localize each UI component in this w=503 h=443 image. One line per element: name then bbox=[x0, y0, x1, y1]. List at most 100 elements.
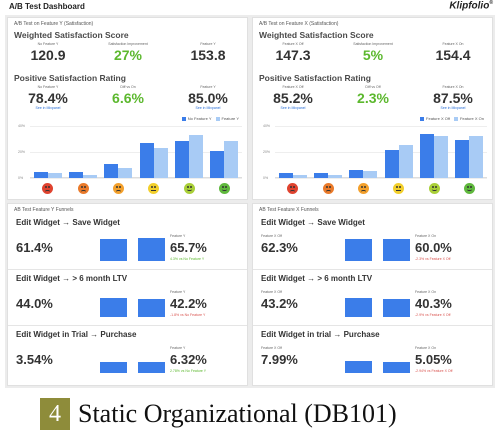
metric-caption: Satisfaction Improvement bbox=[108, 42, 148, 46]
face-mouth bbox=[360, 189, 366, 193]
positive-metric: No Feature Y 78.4% See in Mixpanel bbox=[12, 85, 84, 111]
neutral-face-icon bbox=[148, 183, 160, 194]
legend-swatch bbox=[215, 116, 220, 121]
caption-text: Static Organizational (DB101) bbox=[78, 399, 397, 428]
chart-baseline bbox=[30, 177, 242, 178]
right-caption: Feature Y bbox=[170, 290, 186, 294]
legend-label: Feature X On bbox=[459, 116, 484, 121]
face-mouth bbox=[290, 189, 296, 193]
right-caption: Feature X On bbox=[415, 234, 437, 238]
metric-caption: Feature X On bbox=[442, 85, 464, 89]
bar-no-feature-y-very-unsatisfied bbox=[33, 172, 48, 178]
legend-swatch bbox=[453, 116, 458, 121]
brand-name: Klipfolio bbox=[449, 0, 490, 12]
funnel-section: Edit Widget → Save Widget 61.4% Feature Y 6… bbox=[8, 214, 247, 270]
mixpanel-link[interactable]: See in Mixpanel bbox=[195, 106, 221, 110]
section-divider bbox=[253, 325, 492, 326]
funnel-panel: AB Test Feature X Funnels Edit Widget → S… bbox=[252, 203, 493, 386]
right-rate-bar bbox=[138, 361, 165, 373]
funnel-section: Edit Widget → Save Widget Feature X Off 62… bbox=[253, 214, 492, 270]
legend-label: Feature X Off bbox=[426, 116, 450, 121]
face-eye bbox=[154, 186, 157, 188]
rate-change-note: 4.3% vs No Feature Y bbox=[170, 257, 205, 261]
metric-value: 5% bbox=[362, 47, 384, 63]
very-unsatisfied-face-icon bbox=[287, 183, 299, 194]
face-eye bbox=[466, 186, 469, 188]
satisfied-face-icon bbox=[183, 183, 195, 194]
right-rate-value: 5.05% bbox=[415, 352, 452, 367]
funnel-section: Edit Widget in trial → Purchase Feature X… bbox=[253, 326, 492, 382]
y-tick-label: 0% bbox=[18, 176, 24, 180]
satisfaction-panel: A/B Test on Feature X (Satisfaction) Weig… bbox=[252, 17, 493, 200]
left-rate-value: 44.0% bbox=[16, 296, 53, 311]
positive-metric: Feature X Off 85.2% See in Mixpanel bbox=[257, 85, 329, 111]
panel-title: A/B Test on Feature X (Satisfaction) bbox=[259, 21, 339, 27]
left-rate-bar bbox=[345, 298, 372, 317]
positive-metric: Feature X On 87.5% See in Mixpanel bbox=[417, 85, 489, 111]
right-caption: Feature Y bbox=[170, 234, 186, 238]
weighted-metric: No Feature Y 120.9 bbox=[12, 42, 84, 63]
funnel-section: Edit Widget → > 6 month LTV 44.0% Feature … bbox=[8, 270, 247, 326]
bar-no-feature-y-very-satisfied bbox=[210, 151, 225, 178]
face-eye bbox=[328, 186, 331, 188]
funnel-title: Edit Widget → > 6 month LTV bbox=[16, 274, 128, 283]
right-rate-bar bbox=[138, 237, 165, 261]
right-rate-bar bbox=[383, 239, 410, 261]
face-mouth bbox=[221, 189, 227, 191]
weighted-metric: Feature X On 154.4 bbox=[417, 42, 489, 63]
mixpanel-link[interactable]: See in Mixpanel bbox=[280, 106, 306, 110]
rate-change-note: -2.3% vs Feature X Off bbox=[415, 257, 451, 261]
metric-value: 147.3 bbox=[275, 47, 311, 63]
left-rate-value: 7.99% bbox=[261, 352, 298, 367]
face-mouth bbox=[466, 189, 472, 191]
positive-rating-title: Positive Satisfaction Rating bbox=[259, 73, 371, 83]
right-rate-value: 6.32% bbox=[170, 352, 207, 367]
face-eye bbox=[469, 186, 472, 188]
satisfaction-panel: A/B Test on Feature Y (Satisfaction) Weig… bbox=[7, 17, 248, 200]
metric-value: 2.3% bbox=[357, 90, 389, 106]
mixpanel-link[interactable]: See in Mixpanel bbox=[35, 106, 61, 110]
face-eye bbox=[360, 186, 363, 188]
bar-feature-x-on-very-satisfied bbox=[469, 136, 484, 178]
rate-change-note: -1.8% vs No Feature Y bbox=[170, 313, 206, 317]
very-satisfied-face-icon bbox=[218, 183, 230, 194]
weighted-metric: Satisfaction Improvement 5% bbox=[337, 42, 409, 63]
metric-value: 27% bbox=[113, 47, 143, 63]
section-divider bbox=[253, 269, 492, 270]
right-caption: Feature X On bbox=[415, 346, 437, 350]
left-rate-bar bbox=[345, 361, 372, 373]
left-rate-bar bbox=[345, 238, 372, 261]
chart-legend: Feature X Off Feature X On bbox=[416, 116, 484, 121]
legend-label: Feature Y bbox=[221, 116, 240, 121]
caption-number-badge: 4 bbox=[40, 398, 70, 430]
funnel-title: Edit Widget → Save Widget bbox=[16, 218, 120, 227]
right-caption: Feature Y bbox=[170, 346, 186, 350]
right-rate-bar bbox=[383, 361, 410, 373]
y-tick-label: 0% bbox=[263, 176, 269, 180]
metric-value: 154.4 bbox=[435, 47, 471, 63]
weighted-metric: Satisfaction Improvement 27% bbox=[92, 42, 164, 63]
metric-value: 78.4% bbox=[28, 90, 68, 106]
satisfaction-bar-chart: 40% 20% 0% bbox=[18, 124, 242, 180]
funnel-section: Edit Widget → > 6 month LTV Feature X Off… bbox=[253, 270, 492, 326]
metric-value: 87.5% bbox=[433, 90, 473, 106]
legend-swatch bbox=[181, 116, 186, 121]
right-rate-value: 60.0% bbox=[415, 240, 452, 255]
positive-rating-title: Positive Satisfaction Rating bbox=[14, 73, 126, 83]
mixpanel-link[interactable]: See in Mixpanel bbox=[440, 106, 466, 110]
face-mouth bbox=[186, 189, 192, 191]
funnel-section: Edit Widget in Trial → Purchase 3.54% Feat… bbox=[8, 326, 247, 382]
weighted-metric: Feature Y 153.8 bbox=[172, 42, 244, 63]
bar-feature-y-neutral bbox=[153, 147, 168, 178]
metric-value: 120.9 bbox=[30, 47, 66, 63]
right-rate-value: 40.3% bbox=[415, 296, 452, 311]
left-rate-bar bbox=[100, 298, 127, 317]
metric-value: 85.2% bbox=[273, 90, 313, 106]
bar-feature-y-unsatisfied bbox=[83, 174, 97, 178]
positive-metric: Diff vs On 6.6% bbox=[92, 85, 164, 106]
left-caption: Feature X Off bbox=[261, 290, 282, 294]
section-divider bbox=[8, 269, 247, 270]
right-rate-bar bbox=[138, 298, 165, 317]
metric-value: 6.6% bbox=[112, 90, 144, 106]
bar-feature-x-off-very-unsatisfied bbox=[278, 173, 293, 178]
